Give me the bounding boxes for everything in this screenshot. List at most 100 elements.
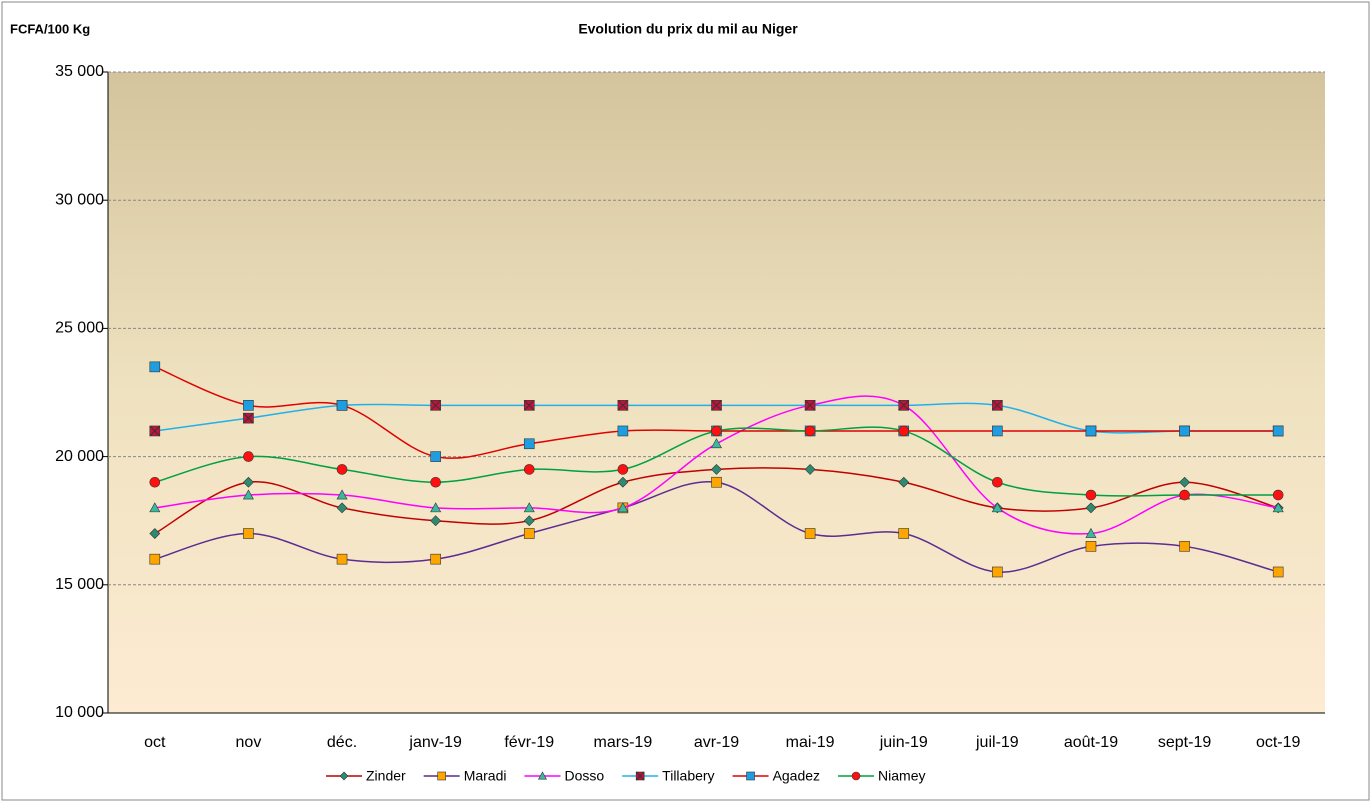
marker-cross	[991, 399, 1003, 411]
marker-cross	[617, 399, 629, 411]
x-tick-label: avr-19	[694, 734, 739, 751]
x-tick-label: déc.	[327, 734, 357, 751]
marker	[898, 425, 910, 437]
marker	[242, 476, 254, 488]
marker	[336, 489, 348, 500]
marker	[804, 528, 816, 539]
y-tick-label: 15 000	[55, 576, 104, 593]
marker	[1085, 527, 1097, 538]
marker	[243, 400, 254, 411]
marker-cross	[523, 399, 535, 411]
marker	[991, 502, 1003, 513]
marker	[243, 528, 254, 539]
marker	[430, 515, 442, 527]
x-tick-label: nov	[236, 734, 262, 751]
x-tick-label: oct	[144, 734, 166, 751]
x-tick-label: mai-19	[786, 734, 835, 751]
marker	[1179, 489, 1190, 501]
legend-label: Maradi	[464, 768, 507, 784]
marker	[430, 502, 442, 513]
marker	[1272, 489, 1284, 501]
marker	[523, 528, 535, 539]
legend: Zinder Maradi Dosso Tillabery Agadez Niamey	[326, 768, 926, 784]
legend-label: Tillabery	[662, 768, 714, 784]
marker	[523, 515, 535, 527]
legend-label: Agadez	[773, 768, 820, 784]
marker-cross	[804, 399, 816, 411]
marker	[243, 451, 254, 462]
marker	[992, 476, 1003, 488]
marker	[898, 476, 910, 488]
marker	[149, 528, 161, 539]
x-tick-label: juin-19	[879, 734, 928, 751]
marker	[898, 528, 910, 539]
marker	[430, 476, 441, 488]
marker	[804, 463, 816, 475]
marker	[149, 476, 161, 488]
marker	[523, 438, 535, 450]
marker	[1179, 476, 1191, 488]
marker	[1085, 489, 1097, 501]
y-axis-label: FCFA/100 Kg	[10, 21, 90, 36]
x-tick-label: sept-19	[1158, 734, 1211, 751]
marker	[336, 400, 348, 411]
marker	[1272, 502, 1284, 513]
marker	[537, 771, 547, 780]
marker	[1179, 425, 1190, 437]
marker-cross	[898, 399, 910, 411]
marker	[617, 464, 629, 475]
marker	[523, 502, 535, 513]
marker	[1272, 425, 1284, 437]
chart-title: Evolution du prix du mil au Niger	[578, 21, 798, 37]
plot-area	[108, 72, 1325, 713]
marker	[1272, 566, 1284, 578]
marker	[746, 771, 755, 781]
legend-label: Niamey	[878, 768, 925, 784]
marker	[1179, 541, 1190, 552]
marker	[149, 553, 161, 565]
marker	[1085, 541, 1097, 552]
marker	[437, 771, 446, 781]
x-tick-label: juil-19	[975, 734, 1019, 751]
marker	[711, 463, 722, 475]
y-tick-label: 20 000	[55, 448, 104, 465]
x-tick-label: janv-19	[408, 734, 462, 751]
marker	[710, 438, 723, 449]
y-tick-label: 35 000	[55, 63, 104, 80]
x-tick-label: févr-19	[504, 734, 554, 751]
marker	[339, 771, 349, 781]
series	[149, 425, 1284, 501]
marker	[992, 566, 1003, 578]
marker	[430, 553, 441, 565]
marker	[617, 502, 629, 513]
marker	[430, 451, 441, 462]
y-tick-label: 30 000	[55, 191, 104, 208]
marker	[149, 502, 161, 513]
marker-cross	[711, 399, 722, 411]
marker-cross	[149, 425, 161, 437]
marker	[336, 502, 348, 514]
marker	[242, 489, 254, 500]
legend-label: Dosso	[564, 768, 604, 784]
marker	[617, 425, 629, 437]
marker	[336, 464, 348, 475]
legend-label: Zinder	[366, 768, 406, 784]
marker	[711, 476, 722, 488]
x-tick-label: mars-19	[594, 734, 653, 751]
marker	[523, 464, 535, 475]
x-tick-label: août-19	[1064, 734, 1118, 751]
marker-cross	[243, 412, 254, 424]
marker	[1085, 502, 1097, 514]
marker	[617, 476, 629, 488]
marker	[851, 771, 861, 781]
marker	[804, 425, 816, 437]
series	[149, 463, 1284, 539]
y-tick-label: 25 000	[55, 320, 104, 337]
marker	[992, 425, 1003, 437]
marker	[149, 361, 161, 373]
marker-cross	[430, 399, 442, 411]
marker	[1085, 425, 1097, 437]
marker-cross	[635, 771, 645, 781]
marker	[711, 425, 722, 437]
